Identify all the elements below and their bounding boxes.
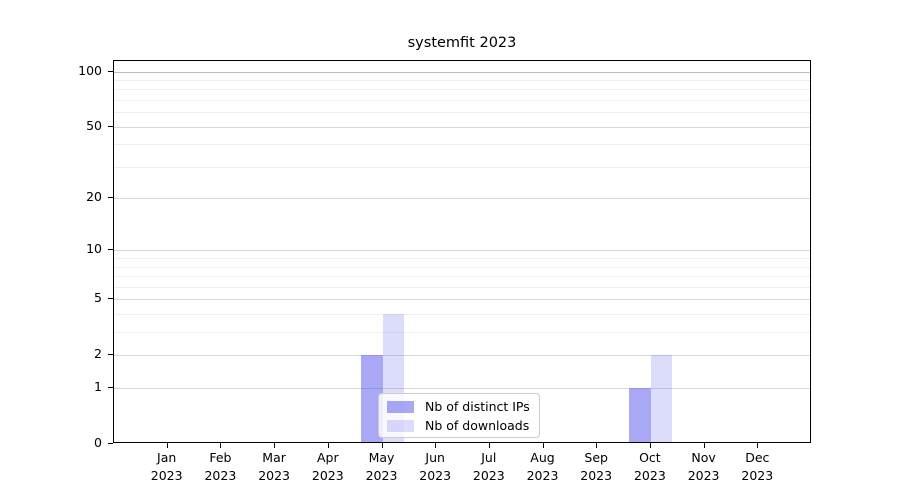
y-tick-label-50: 50 xyxy=(86,117,102,133)
gridline-minor-30 xyxy=(114,166,810,168)
x-tick-label-aug: Aug 2023 xyxy=(511,449,575,485)
x-tick-label-nov: Nov 2023 xyxy=(672,449,736,485)
gridline-1 xyxy=(114,388,810,390)
x-tick-label-jul: Jul 2023 xyxy=(457,449,521,485)
x-tick-month: Oct xyxy=(639,450,661,465)
x-tick-label-jun: Jun 2023 xyxy=(403,449,467,485)
x-tick-mar xyxy=(274,443,276,448)
x-tick-label-apr: Apr 2023 xyxy=(296,449,360,485)
y-tick-1 xyxy=(108,387,113,389)
x-tick-month: Nov xyxy=(691,450,716,465)
x-tick-year: 2023 xyxy=(204,468,237,483)
gridline-minor-80 xyxy=(114,89,810,91)
x-tick-month: Dec xyxy=(745,450,770,465)
y-tick-label-20: 20 xyxy=(86,189,102,205)
legend-label-distinct-ips: Nb of distinct IPs xyxy=(425,399,530,414)
gridline-minor-4 xyxy=(114,314,810,316)
x-tick-may xyxy=(381,443,383,448)
x-tick-aug xyxy=(542,443,544,448)
bar-downloads xyxy=(650,355,673,442)
x-tick-year: 2023 xyxy=(472,468,505,483)
gridline-minor-9 xyxy=(114,258,810,260)
legend-swatch-distinct-ips xyxy=(387,400,414,413)
x-tick-month: Mar xyxy=(262,450,286,465)
y-tick-label-2: 2 xyxy=(94,346,102,362)
x-tick-jul xyxy=(488,443,490,448)
gridline-5 xyxy=(114,299,810,301)
x-tick-feb xyxy=(220,443,222,448)
x-tick-label-oct: Oct 2023 xyxy=(618,449,682,485)
gridline-minor-6 xyxy=(114,286,810,288)
y-tick-0 xyxy=(108,443,113,444)
x-tick-label-may: May 2023 xyxy=(350,449,414,485)
gridline-minor-90 xyxy=(114,79,810,81)
x-tick-month: Jun xyxy=(425,450,445,465)
y-tick-100 xyxy=(108,70,113,72)
x-tick-year: 2023 xyxy=(687,468,720,483)
x-tick-month: Apr xyxy=(316,450,339,465)
x-tick-label-jan: Jan 2023 xyxy=(135,449,199,485)
gridline-20 xyxy=(114,198,810,200)
x-tick-label-dec: Dec 2023 xyxy=(725,449,789,485)
y-tick-20 xyxy=(108,197,113,199)
y-tick-label-10: 10 xyxy=(86,241,102,257)
x-tick-oct xyxy=(649,443,651,448)
x-tick-label-mar: Mar 2023 xyxy=(242,449,306,485)
x-tick-month: Feb xyxy=(209,450,232,465)
x-tick-jun xyxy=(435,443,437,448)
gridline-minor-70 xyxy=(114,99,810,101)
gridline-50 xyxy=(114,126,810,128)
legend: Nb of distinct IPs Nb of downloads xyxy=(378,393,540,438)
gridline-minor-3 xyxy=(114,332,810,334)
x-tick-nov xyxy=(703,443,705,448)
x-tick-month: Jan xyxy=(157,450,177,465)
x-tick-month: Aug xyxy=(530,450,555,465)
gridline-minor-40 xyxy=(114,144,810,146)
x-tick-sep xyxy=(596,443,598,448)
legend-swatch-downloads xyxy=(387,419,414,432)
x-tick-year: 2023 xyxy=(150,468,183,483)
y-tick-2 xyxy=(108,354,113,356)
y-tick-label-100: 100 xyxy=(78,62,102,78)
bar-distinct-ips xyxy=(629,388,651,442)
x-tick-year: 2023 xyxy=(526,468,559,483)
y-tick-50 xyxy=(108,125,113,127)
legend-item-downloads: Nb of downloads xyxy=(387,418,530,433)
x-tick-month: Sep xyxy=(584,450,608,465)
x-tick-label-sep: Sep 2023 xyxy=(564,449,628,485)
x-tick-apr xyxy=(327,443,329,448)
x-tick-year: 2023 xyxy=(633,468,666,483)
gridline-minor-8 xyxy=(114,266,810,268)
legend-item-distinct-ips: Nb of distinct IPs xyxy=(387,399,530,414)
x-tick-year: 2023 xyxy=(365,468,398,483)
x-tick-label-feb: Feb 2023 xyxy=(188,449,252,485)
gridline-10 xyxy=(114,250,810,252)
gridline-2 xyxy=(114,355,810,357)
y-tick-label-1: 1 xyxy=(94,379,102,395)
x-tick-year: 2023 xyxy=(741,468,774,483)
plot-area xyxy=(113,60,811,443)
chart-title: systemfit 2023 xyxy=(407,35,517,51)
gridline-minor-60 xyxy=(114,112,810,114)
y-tick-5 xyxy=(108,298,113,300)
x-tick-month: Jul xyxy=(481,450,497,465)
x-tick-month: May xyxy=(368,450,395,465)
x-tick-dec xyxy=(757,443,759,448)
y-tick-label-0: 0 xyxy=(94,435,102,450)
x-tick-jan xyxy=(166,443,168,448)
x-tick-year: 2023 xyxy=(580,468,613,483)
gridline-100 xyxy=(114,71,810,73)
x-tick-year: 2023 xyxy=(258,468,290,483)
x-tick-year: 2023 xyxy=(311,468,344,483)
y-tick-label-5: 5 xyxy=(94,290,102,306)
x-tick-year: 2023 xyxy=(419,468,452,483)
y-tick-10 xyxy=(108,249,113,251)
legend-label-downloads: Nb of downloads xyxy=(425,418,530,433)
gridline-minor-7 xyxy=(114,276,810,278)
bar-distinct-ips xyxy=(361,355,383,442)
